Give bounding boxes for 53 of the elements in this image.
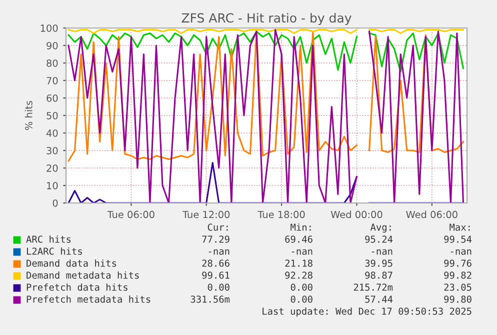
text: 95.24 [365,236,393,243]
text: 92.28 [285,272,312,279]
chart-title: ZFS ARC - Hit ratio - by day [182,12,352,26]
y-tick-label: 60 [46,94,58,102]
legend-label: Demand data hits [26,259,116,267]
x-tick-label: Tue 06:00 [107,210,154,218]
text: Max: [450,224,470,231]
y-tick-label: 30 [46,146,58,154]
x-tick-label: Wed 00:00 [330,210,382,218]
text: 98.87 [365,272,392,279]
text: Avg: [370,224,391,233]
y-axis-title: % hits [24,100,32,130]
text: 99.82 [444,272,472,279]
text: -nan [450,249,472,255]
y-tick-label: 100 [40,24,58,32]
text: 28.66 [202,260,230,267]
text: 99.76 [444,260,472,267]
text: 0.00 [290,296,312,303]
y-tick-label: 40 [46,129,58,137]
text: -nan [372,249,392,255]
legend-label: L2ARC hits [26,247,82,255]
text: 57.44 [365,296,393,303]
legend-label: Prefetch data hits [26,283,128,291]
text: Cur: [208,224,228,231]
y-tick-label: 80 [46,59,58,67]
legend-label: Prefetch metadata hits [26,295,150,303]
text: 331.56m [190,296,230,303]
text: Last update: Wed Dec 17 09:50:53 2025 [262,307,472,317]
legend-label: Demand metadata hits [26,271,139,279]
y-tick-label: 10 [47,182,58,190]
y-tick-label: 70 [46,76,58,84]
y-tick-label: 50 [46,112,58,120]
y-tick-label: 20 [46,164,58,172]
text: 21.18 [285,260,312,267]
text: 99.54 [444,236,472,243]
text: 69.46 [285,236,312,243]
text: -nan [208,249,230,255]
y-tick-label: 90 [46,42,58,50]
text: 99.61 [202,272,230,279]
text: Min: [290,223,311,231]
y-tick-label: 0 [52,199,58,207]
x-tick-label: Wed 06:00 [406,210,458,218]
text: -nan [292,249,312,255]
legend-label: ARC hits [26,235,71,243]
x-tick-label: Tue 12:00 [182,210,230,218]
text: 23.05 [444,284,472,291]
text: 99.80 [444,296,472,303]
text: 39.95 [365,260,392,267]
text: 77.29 [202,236,230,243]
x-tick-label: Tue 18:00 [258,210,305,218]
text: 0.00 [208,284,230,291]
text: 0.00 [290,284,312,291]
text: 215.72m [354,284,393,291]
